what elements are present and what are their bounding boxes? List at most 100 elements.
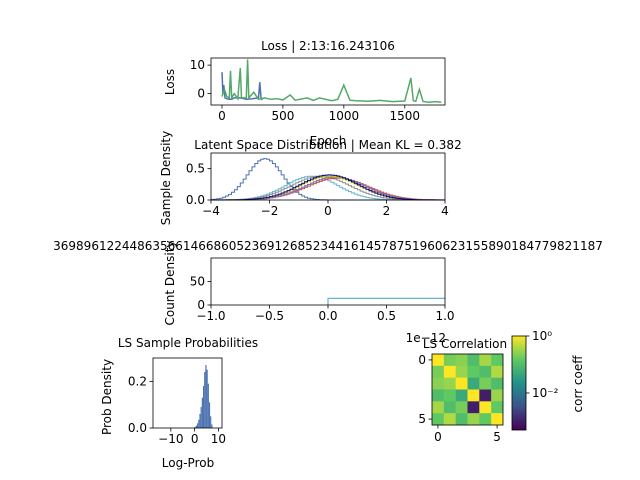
probs-bar <box>201 407 202 428</box>
corr-cell <box>479 354 491 366</box>
probs-bar <box>211 425 212 429</box>
corr-cell <box>432 354 444 366</box>
corr-cell <box>491 390 503 402</box>
corr-cell <box>479 378 491 390</box>
probs-bar <box>203 386 204 428</box>
probs-xlabel: Log-Prob <box>162 456 214 470</box>
latent-plot-area: −4 −2 0 2 4 0.0 0.5 <box>186 153 449 218</box>
corr-cell <box>468 390 480 402</box>
loss-xtick-label: 0 <box>218 109 226 123</box>
latent-ytick-label: 0.0 <box>186 193 205 207</box>
corr-cell <box>444 378 456 390</box>
latent-xtick-label: 0 <box>324 204 332 218</box>
corr-cell <box>479 413 491 425</box>
probs-bar <box>198 420 199 428</box>
corr-colorbar-tick-label: 10⁻² <box>532 386 559 400</box>
count-xtick-label: 0.0 <box>318 309 337 323</box>
probs-ytick-label: 0.2 <box>128 374 147 388</box>
corr-cell <box>432 378 444 390</box>
count-ylabel: Count Density <box>163 240 177 325</box>
count-xtick-label: −0.5 <box>255 309 284 323</box>
corr-title: LS Correlation <box>423 337 507 351</box>
count-xtick-label: 1.0 <box>435 309 454 323</box>
probs-title: LS Sample Probabilities <box>118 336 258 350</box>
loss-title: Loss | 2:13:16.243106 <box>261 39 395 53</box>
count-ytick-label: 0 <box>197 298 205 312</box>
probs-bar <box>210 416 211 428</box>
corr-cell <box>468 413 480 425</box>
probs-ylabel: Prob Density <box>100 359 114 435</box>
loss-ylabel: Loss <box>163 69 177 95</box>
loss-series-line <box>222 59 441 102</box>
corr-cell <box>456 366 468 378</box>
probs-xtick-label: −10 <box>158 432 183 446</box>
loss-panel: Loss | 2:13:16.243106 Loss Epoch 0 500 100… <box>163 39 445 148</box>
corr-cell <box>491 413 503 425</box>
corr-cell <box>456 378 468 390</box>
loss-ytick-label: 0 <box>197 87 205 101</box>
probs-panel: LS Sample Probabilities Prob Density Log… <box>100 336 258 470</box>
corr-xtick-label: 0 <box>434 430 442 444</box>
loss-xtick-label: 1500 <box>390 109 421 123</box>
corr-cell <box>444 390 456 402</box>
corr-colorbar-label: corr coeff <box>571 355 585 413</box>
count-plot-area: −1.0 −0.5 0.0 0.5 1.0 0 50 <box>190 258 455 323</box>
latent-xtick-label: 4 <box>441 204 449 218</box>
probs-plot-area: −10 0 10 0.0 0.2 <box>128 358 226 446</box>
count-series-line <box>328 298 445 305</box>
probs-bar <box>209 402 210 428</box>
latent-ytick-label: 0.5 <box>186 162 205 176</box>
probs-bar <box>202 398 203 428</box>
corr-cell <box>456 390 468 402</box>
probs-bar <box>199 414 200 428</box>
corr-cell <box>468 378 480 390</box>
probs-ytick-label: 0.0 <box>128 421 147 435</box>
corr-cell <box>491 378 503 390</box>
latent-ylabel: Sample Density <box>159 131 173 225</box>
probs-bar <box>207 370 208 428</box>
loss-ytick-label: 10 <box>190 58 205 72</box>
corr-xtick-label: 5 <box>493 430 501 444</box>
corr-cell <box>432 366 444 378</box>
latent-title: Latent Space Distribution | Mean KL = 0.… <box>194 138 461 152</box>
latent-xtick-label: 2 <box>383 204 391 218</box>
count-panel: 3698961224486356614668605236912685234416… <box>53 239 603 345</box>
loss-xtick-label: 1000 <box>329 109 360 123</box>
corr-cell <box>456 413 468 425</box>
latent-xtick-label: −2 <box>261 204 279 218</box>
loss-xtick-label: 500 <box>271 109 294 123</box>
corr-cell <box>468 354 480 366</box>
probs-bar <box>208 384 209 428</box>
corr-cell <box>479 401 491 413</box>
probs-bar <box>204 372 205 428</box>
latent-panel: Latent Space Distribution | Mean KL = 0.… <box>159 131 462 225</box>
corr-cell <box>468 401 480 413</box>
corr-cell <box>444 401 456 413</box>
corr-cell <box>491 354 503 366</box>
corr-cell <box>479 390 491 402</box>
corr-cell <box>456 354 468 366</box>
loss-plot-area: 0 500 1000 1500 0 10 <box>190 58 445 123</box>
corr-cell <box>432 390 444 402</box>
corr-cell <box>444 366 456 378</box>
corr-cell <box>444 413 456 425</box>
corr-cell <box>491 366 503 378</box>
corr-colorbar <box>512 336 526 430</box>
probs-bar <box>197 423 198 428</box>
corr-cell <box>479 366 491 378</box>
corr-cell <box>432 401 444 413</box>
probs-bar <box>205 365 206 428</box>
corr-cell <box>491 401 503 413</box>
count-title: 3698961224486356614668605236912685234416… <box>53 239 603 253</box>
probs-frame <box>153 358 222 428</box>
corr-cell <box>444 354 456 366</box>
count-xtick-label: 0.5 <box>377 309 396 323</box>
corr-cell <box>468 366 480 378</box>
corr-cell <box>432 413 444 425</box>
probs-xtick-label: 0 <box>191 432 199 446</box>
corr-colorbar-tick-label: 10⁰ <box>532 329 552 343</box>
probs-xtick-label: 10 <box>211 432 226 446</box>
count-ytick-label: 50 <box>190 275 205 289</box>
